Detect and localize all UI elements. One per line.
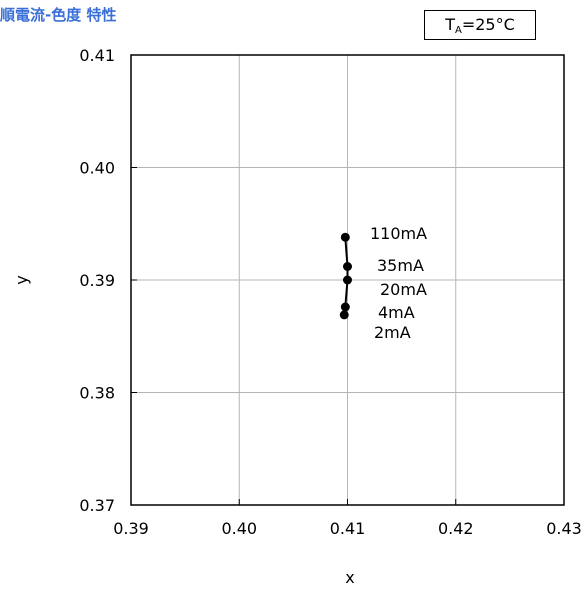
data-point [343,262,352,271]
y-tick-label: 0.40 [79,159,115,178]
condition-prefix: T [445,15,455,34]
data-point [340,232,350,242]
y-tick-label: 0.39 [79,271,115,290]
y-tick-label: 0.38 [79,384,115,403]
y-tick-label: 0.41 [79,46,115,65]
condition-value: =25°C [461,15,515,34]
data-label: 2mA [374,323,411,342]
x-axis-title: x [345,568,354,587]
data-point [343,275,352,285]
data-label: 110mA [370,224,427,243]
data-point [340,302,350,312]
x-tick-label: 0.41 [330,519,366,538]
condition-box: TA=25°C [424,10,536,40]
data-label: 4mA [378,303,415,322]
x-tick-label: 0.40 [221,519,257,538]
condition-subscript: A [455,25,462,36]
data-label: 35mA [377,256,424,275]
data-point [339,310,349,320]
x-tick-label: 0.43 [546,519,582,538]
y-tick-label: 0.37 [79,496,115,515]
x-tick-label: 0.42 [438,519,474,538]
y-axis-title: y [12,275,31,284]
data-label: 20mA [380,280,427,299]
x-tick-label: 0.39 [113,519,149,538]
chart-title: 順電流-色度 特性 [0,6,117,24]
